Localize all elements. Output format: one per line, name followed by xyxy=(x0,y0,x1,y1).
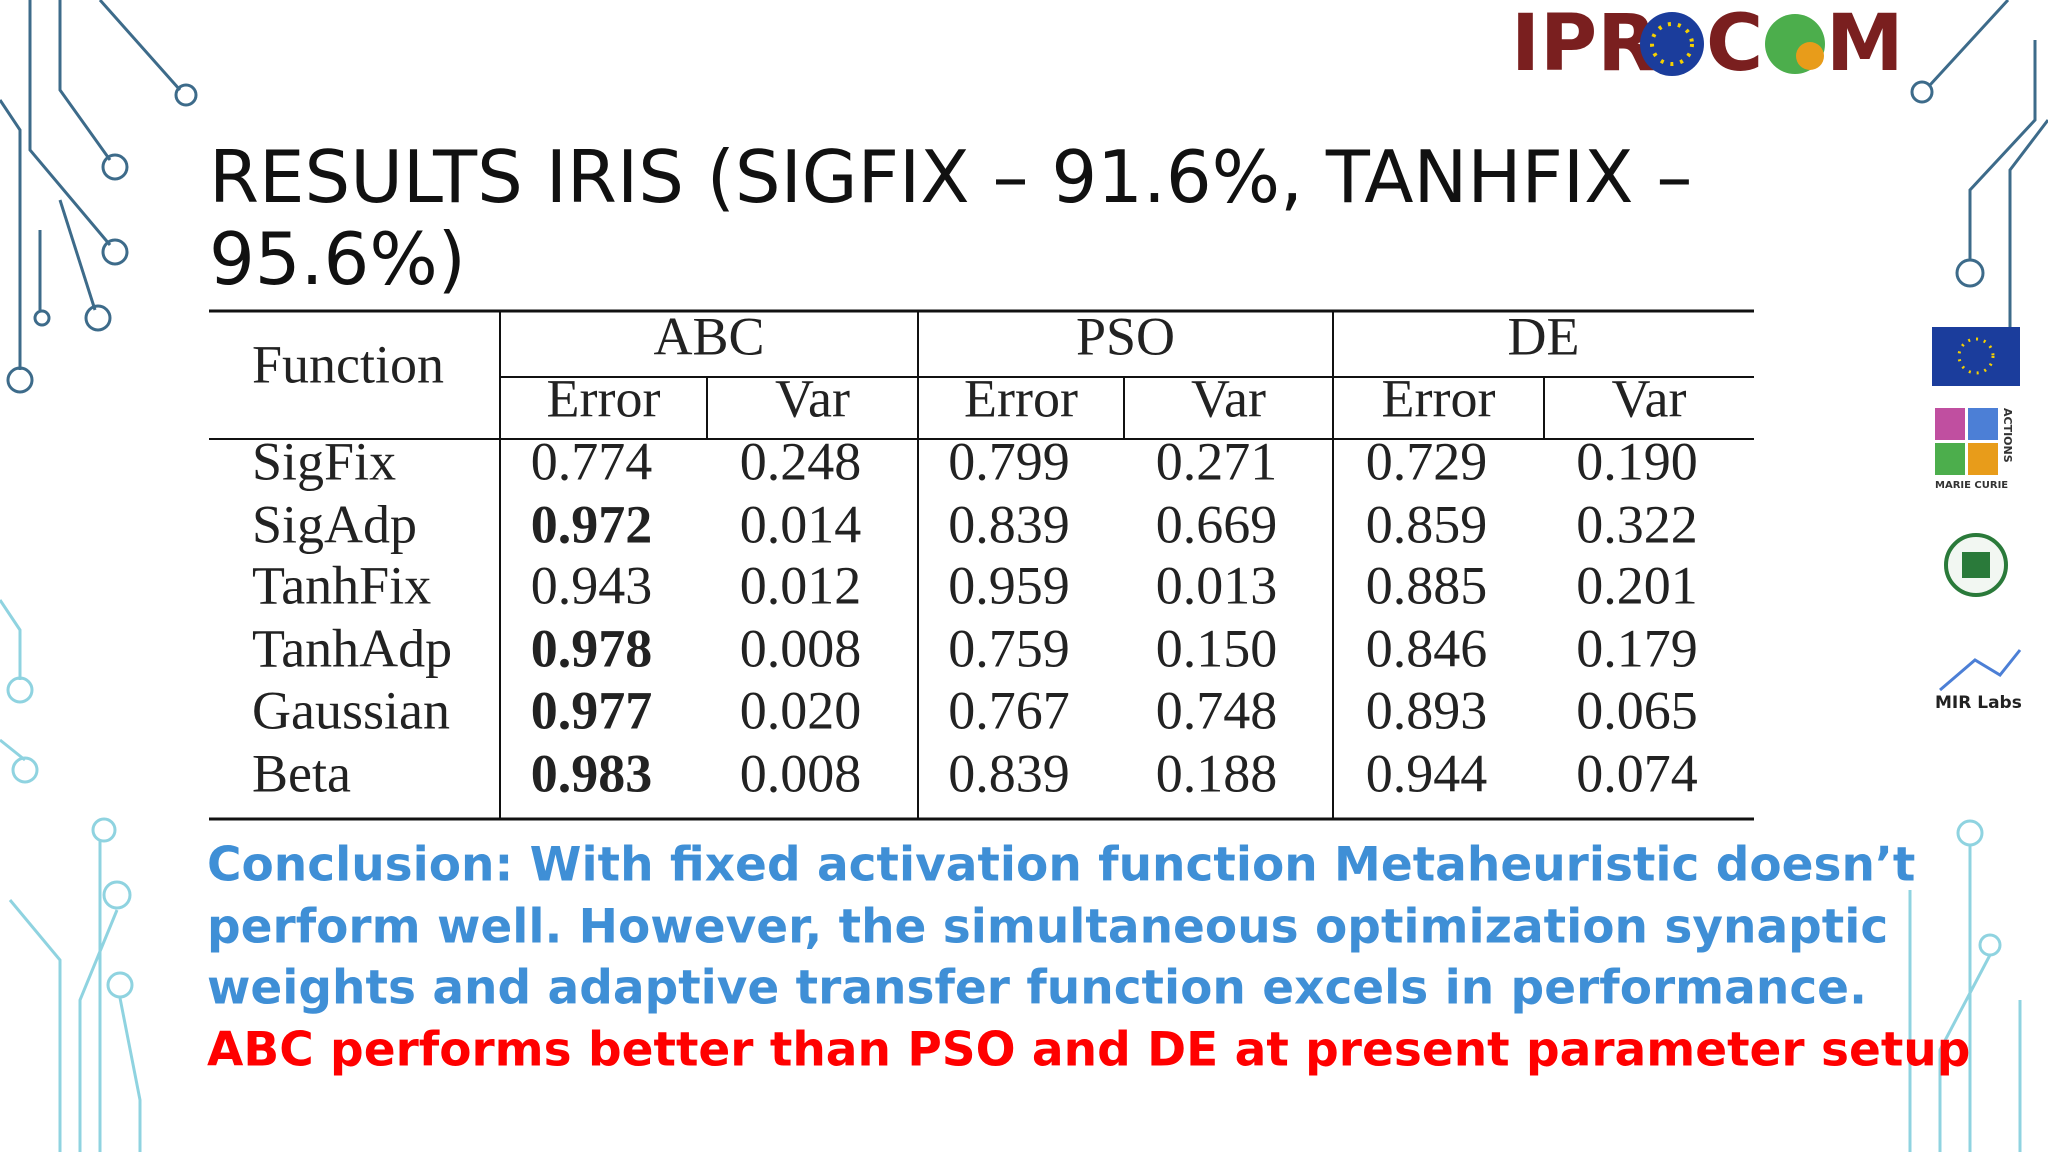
function-name: TanhFix xyxy=(252,555,431,615)
cell: 0.271 xyxy=(1156,431,1278,491)
cell: 0.322 xyxy=(1576,494,1698,554)
conclusion-line: weights and adaptive transfer function e… xyxy=(207,961,1867,1016)
cell: 0.248 xyxy=(740,431,862,491)
function-name: TanhAdp xyxy=(252,618,452,678)
cell: 0.767 xyxy=(948,680,1070,740)
cell: 0.978 xyxy=(531,618,653,678)
group-header: DE xyxy=(1508,306,1580,366)
sub-header: Var xyxy=(1191,368,1266,428)
group-header: PSO xyxy=(1076,306,1175,366)
logo-text: C xyxy=(1706,0,1763,89)
cell: 0.150 xyxy=(1156,618,1278,678)
cell: 0.669 xyxy=(1156,494,1278,554)
cell: 0.839 xyxy=(948,743,1070,803)
corner-header: Function xyxy=(252,334,444,394)
eu-stars xyxy=(1957,337,1995,375)
logo-text: M xyxy=(1826,0,1904,89)
cell: 0.943 xyxy=(531,555,653,615)
slide-title: 95.6%) xyxy=(209,217,466,301)
logo-text: IPR xyxy=(1511,0,1657,89)
mc-tile xyxy=(1968,408,1998,440)
sub-header: Error xyxy=(964,368,1078,428)
circuit-decor xyxy=(0,0,2048,394)
cell: 0.201 xyxy=(1576,555,1698,615)
sub-header: Var xyxy=(1612,368,1687,428)
eu-flag xyxy=(1932,327,2020,386)
cell: 0.013 xyxy=(1156,555,1278,615)
slide-title: RESULTS IRIS (SIGFIX – 91.6%, TANHFIX – xyxy=(209,135,1692,219)
cell: 0.008 xyxy=(740,618,862,678)
mc-label: ACTIONS xyxy=(2001,408,2014,463)
function-name: SigFix xyxy=(252,431,396,491)
cell: 0.799 xyxy=(948,431,1070,491)
mc-label: MARIE CURIE xyxy=(1935,480,2008,491)
cell: 0.065 xyxy=(1576,680,1698,740)
cell: 0.839 xyxy=(948,494,1070,554)
cell: 0.959 xyxy=(948,555,1070,615)
function-name: SigAdp xyxy=(252,494,417,554)
cell: 0.759 xyxy=(948,618,1070,678)
mc-tile xyxy=(1968,443,1998,475)
cell: 0.983 xyxy=(531,743,653,803)
conclusion-line: Conclusion: With fixed activation functi… xyxy=(207,838,1915,893)
mir-graph xyxy=(1939,649,2022,692)
cell: 0.012 xyxy=(740,555,862,615)
eu-stars xyxy=(1650,22,1694,66)
cell: 0.748 xyxy=(1156,680,1278,740)
cell: 0.014 xyxy=(740,494,862,554)
conclusion: Conclusion: With fixed activation functi… xyxy=(207,838,1970,1078)
mir-label: MIR Labs xyxy=(1935,693,2022,713)
eu-circle xyxy=(1640,12,1704,76)
conclusion-highlight: ABC performs better than PSO and DE at p… xyxy=(207,1023,1970,1078)
cell: 0.074 xyxy=(1576,743,1698,803)
cell: 0.774 xyxy=(531,431,653,491)
cell: 0.190 xyxy=(1576,431,1698,491)
conclusion-line: perform well. However, the simultaneous … xyxy=(207,900,1888,955)
cell: 0.972 xyxy=(531,494,653,554)
cell: 0.859 xyxy=(1366,494,1488,554)
cell: 0.885 xyxy=(1366,555,1488,615)
mc-dot xyxy=(1796,42,1824,70)
seal-book xyxy=(1962,552,1990,578)
cell: 0.846 xyxy=(1366,618,1488,678)
function-name: Gaussian xyxy=(252,680,450,740)
cell: 0.020 xyxy=(740,680,862,740)
sub-header: Error xyxy=(547,368,661,428)
cell: 0.729 xyxy=(1366,431,1488,491)
group-header: ABC xyxy=(653,306,764,366)
cell: 0.179 xyxy=(1576,618,1698,678)
function-name: Beta xyxy=(252,743,351,803)
cell: 0.188 xyxy=(1156,743,1278,803)
sub-header: Error xyxy=(1382,368,1496,428)
cell: 0.893 xyxy=(1366,680,1488,740)
cell: 0.977 xyxy=(531,680,653,740)
sub-header: Var xyxy=(775,368,850,428)
cell: 0.008 xyxy=(740,743,862,803)
circuit-decor-light xyxy=(0,599,2022,1152)
mc-tile xyxy=(1935,408,1965,440)
iprocom-logo: IPR C M xyxy=(1511,0,1904,89)
side-logos: MARIE CURIE ACTIONS MIR Labs xyxy=(1932,327,2022,713)
mc-tile xyxy=(1935,443,1965,475)
cell: 0.944 xyxy=(1366,743,1488,803)
